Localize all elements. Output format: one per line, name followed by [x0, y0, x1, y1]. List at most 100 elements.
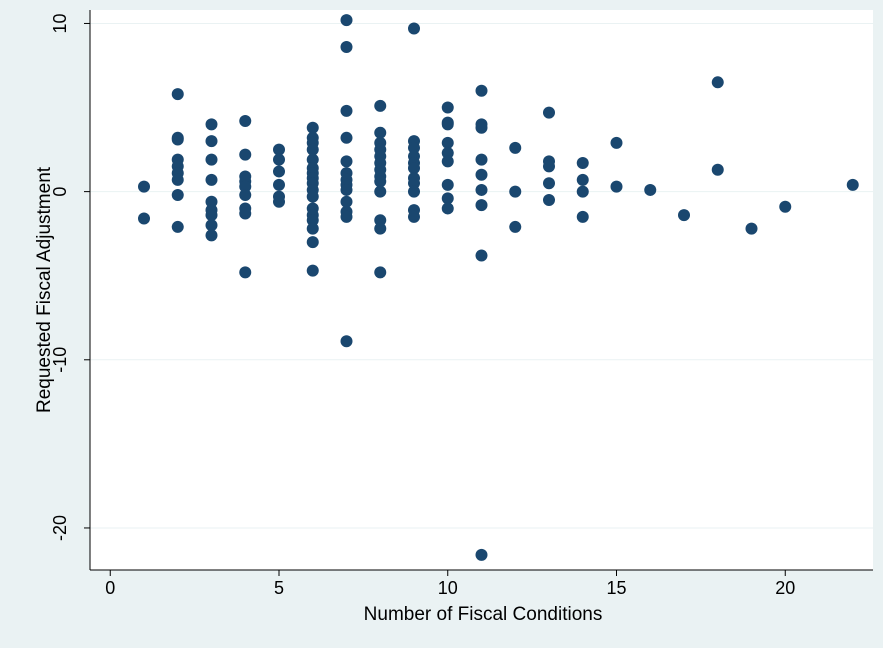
scatter-point [408, 162, 420, 175]
scatter-point [171, 173, 184, 186]
scatter-point [441, 178, 454, 191]
scatter-point [374, 266, 387, 279]
scatter-point [205, 118, 218, 131]
scatter-point [475, 121, 488, 134]
x-tick-label: 5 [274, 578, 284, 598]
scatter-point [475, 548, 488, 561]
x-tick-label: 10 [438, 578, 458, 598]
scatter-point [340, 131, 353, 144]
scatter-point [408, 22, 420, 35]
scatter-point [205, 135, 218, 148]
scatter-point [509, 141, 522, 154]
scatter-point [543, 194, 555, 207]
scatter-point [745, 222, 758, 235]
scatter-point [340, 335, 353, 348]
scatter-point [509, 220, 522, 233]
scatter-point [306, 264, 319, 277]
scatter-point [340, 40, 353, 53]
scatter-point [138, 212, 150, 225]
scatter-point [273, 178, 285, 191]
scatter-point [441, 192, 454, 205]
x-tick-label: 0 [105, 578, 115, 598]
scatter-point [711, 163, 724, 176]
scatter-point [475, 199, 488, 212]
scatter-point [374, 185, 387, 198]
scatter-point [644, 183, 657, 196]
scatter-point [239, 148, 252, 161]
scatter-point [138, 180, 150, 193]
scatter-point [340, 104, 353, 117]
x-tick-label: 20 [775, 578, 795, 598]
scatter-point [576, 185, 589, 198]
scatter-point [441, 101, 454, 114]
x-axis-title: Number of Fiscal Conditions [364, 604, 603, 625]
scatter-point [509, 185, 522, 198]
y-tick-label: -20 [50, 515, 70, 541]
scatter-point [846, 178, 859, 191]
scatter-point [306, 190, 319, 203]
scatter-point [205, 173, 218, 186]
scatter-point [171, 188, 184, 201]
scatter-point [273, 195, 285, 208]
scatter-point [205, 153, 218, 166]
scatter-point [374, 126, 387, 139]
y-tick-label: 0 [50, 187, 70, 197]
scatter-point [205, 219, 218, 232]
scatter-point [239, 266, 252, 279]
scatter-point [408, 210, 420, 223]
scatter-point [171, 133, 184, 146]
scatter-point [171, 88, 184, 101]
scatter-point [576, 210, 589, 223]
scatter-point [408, 141, 420, 154]
scatter-point [576, 173, 589, 186]
data-points [138, 14, 859, 561]
scatter-point [678, 209, 690, 222]
scatter-point [239, 207, 252, 220]
scatter-point [205, 209, 218, 222]
scatter-point [441, 202, 454, 215]
scatter-point [340, 155, 353, 168]
y-tick-label: 10 [50, 13, 70, 33]
scatter-point [711, 76, 724, 89]
scatter-point [475, 168, 488, 181]
scatter-point [306, 222, 319, 235]
y-tick-label: -10 [50, 347, 70, 373]
x-tick-label: 15 [606, 578, 626, 598]
scatter-point [408, 185, 420, 198]
scatter-point [475, 153, 488, 166]
scatter-point [475, 249, 488, 262]
scatter-point [374, 222, 387, 235]
scatter-point [171, 220, 184, 233]
scatter-point [273, 165, 285, 178]
scatter-point [610, 180, 623, 193]
scatter-point [306, 236, 319, 249]
scatter-point [205, 195, 218, 208]
scatter-point [374, 99, 387, 112]
scatter-point [340, 183, 353, 196]
scatter-point [441, 155, 454, 168]
scatter-point [306, 121, 319, 134]
scatter-point [239, 114, 252, 127]
scatter-point [306, 143, 319, 156]
scatter-point [239, 180, 252, 193]
scatter-point [610, 136, 623, 149]
scatter-point [306, 214, 319, 227]
scatter-point [441, 146, 454, 159]
scatter-point [475, 84, 488, 97]
scatter-point [543, 160, 555, 173]
scatter-point [576, 157, 589, 170]
scatter-point [475, 183, 488, 196]
scatter-point [374, 175, 387, 188]
scatter-point [340, 195, 353, 208]
scatter-point [374, 214, 387, 227]
scatter-point [441, 118, 454, 131]
axis-ticks: -20 -10 0 10 0 5 10 15 20 [50, 13, 795, 598]
scatter-point [340, 210, 353, 223]
scatter-point [273, 153, 285, 166]
scatter-point [441, 136, 454, 149]
scatter-point [273, 143, 285, 156]
scatter-point [340, 14, 353, 27]
scatter-point [779, 200, 792, 213]
scatter-point [408, 177, 420, 190]
